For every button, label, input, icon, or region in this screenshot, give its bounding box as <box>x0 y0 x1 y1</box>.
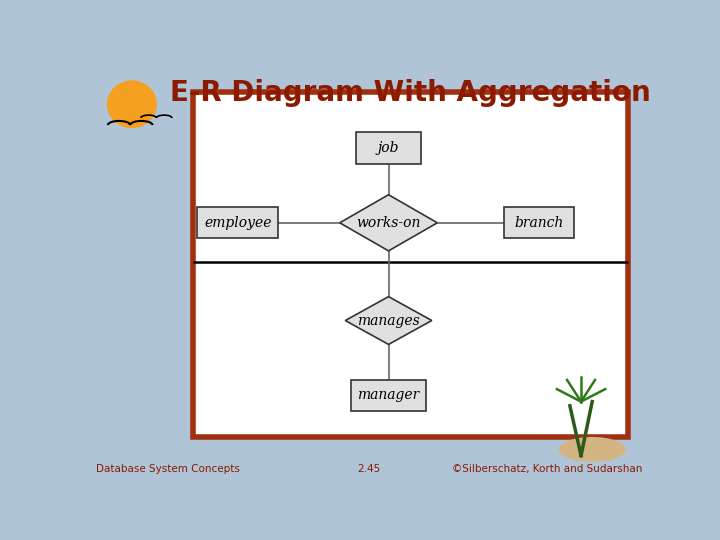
FancyBboxPatch shape <box>504 207 574 238</box>
Text: employee: employee <box>204 216 271 230</box>
FancyBboxPatch shape <box>197 207 279 238</box>
Polygon shape <box>346 296 432 345</box>
Text: manages: manages <box>357 314 420 328</box>
FancyBboxPatch shape <box>356 132 420 164</box>
Text: E-R Diagram With Aggregation: E-R Diagram With Aggregation <box>171 79 651 107</box>
Text: ©Silberschatz, Korth and Sudarshan: ©Silberschatz, Korth and Sudarshan <box>452 464 642 474</box>
Text: job: job <box>378 141 400 155</box>
FancyBboxPatch shape <box>351 380 426 411</box>
Text: Database System Concepts: Database System Concepts <box>96 464 240 474</box>
Text: 2.45: 2.45 <box>357 464 381 474</box>
Polygon shape <box>340 195 437 251</box>
FancyBboxPatch shape <box>193 92 629 437</box>
Text: works-on: works-on <box>356 216 420 230</box>
Text: manager: manager <box>357 388 420 402</box>
Ellipse shape <box>559 437 626 462</box>
Text: branch: branch <box>515 216 564 230</box>
Ellipse shape <box>107 80 157 128</box>
